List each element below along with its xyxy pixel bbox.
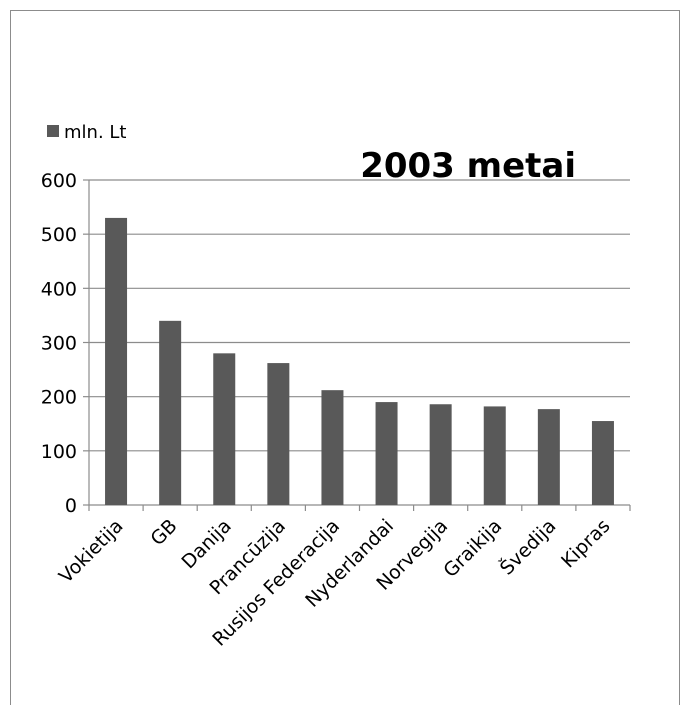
bar [321, 390, 344, 505]
y-tick-label: 100 [41, 441, 77, 463]
y-tick-label: 400 [41, 278, 77, 300]
bar [213, 353, 236, 505]
legend-label: mln. Lt [64, 122, 126, 143]
y-tick-label: 0 [65, 495, 77, 517]
bar [105, 217, 128, 505]
bar [591, 421, 614, 505]
y-tick-label: 300 [41, 333, 77, 355]
bars [105, 217, 614, 505]
y-axis: 0 100 200 300 400 500 600 [41, 170, 90, 517]
y-tick-label: 600 [41, 170, 77, 192]
bar [159, 320, 182, 505]
x-tick-label: GB [146, 515, 181, 550]
bar [483, 406, 506, 505]
y-tick-label: 200 [41, 387, 77, 409]
legend: mln. Lt [47, 122, 126, 143]
bar [429, 404, 452, 505]
x-tick-label: Vokietija [55, 515, 128, 588]
x-tick-label: Švedija [494, 514, 560, 580]
x-tick-label: Graikija [439, 515, 506, 582]
bar [537, 409, 560, 505]
chart-title: 2003 metai [360, 146, 576, 186]
bar [267, 363, 290, 505]
y-tick-label: 500 [41, 224, 77, 246]
legend-swatch [47, 125, 59, 137]
x-tick-label: Kipras [557, 515, 614, 572]
chart-frame [10, 10, 680, 705]
bar [375, 402, 398, 505]
